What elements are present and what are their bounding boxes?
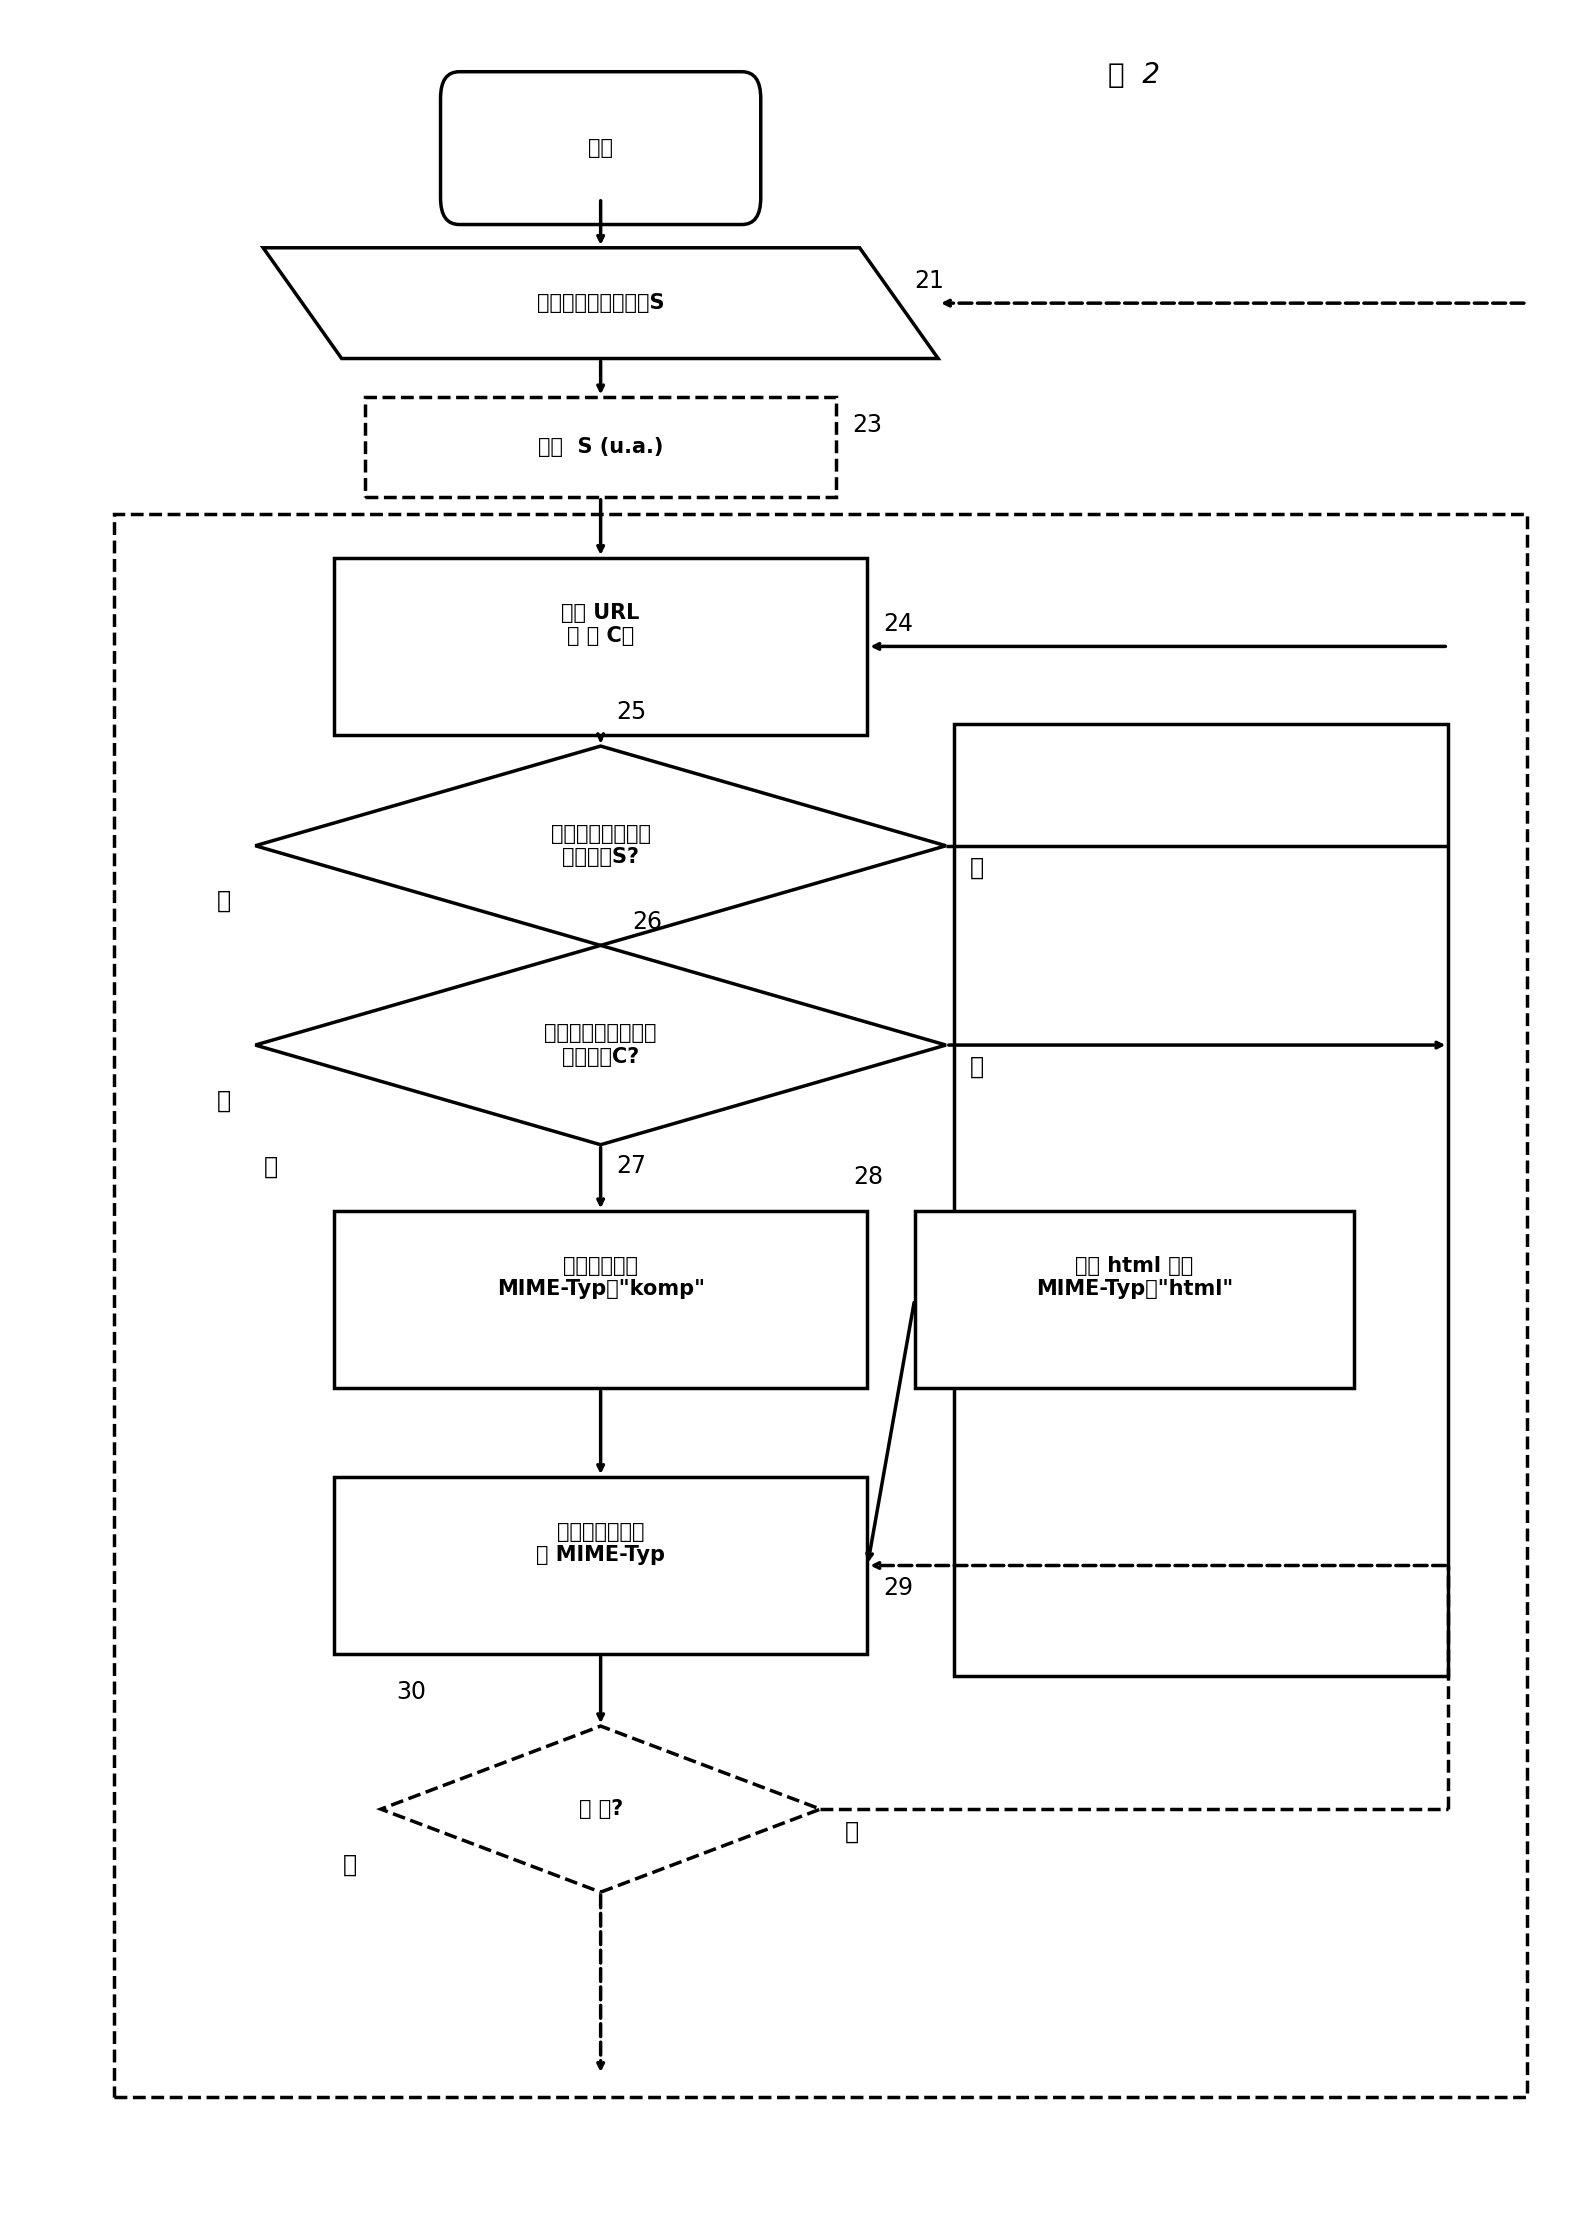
Text: 选择压缩数据
MIME-Typ＝"komp": 选择压缩数据 MIME-Typ＝"komp" — [497, 1256, 705, 1298]
Text: ＋: ＋ — [216, 889, 230, 914]
Text: 接收 URL
（ 和 C）: 接收 URL （ 和 C） — [562, 602, 639, 647]
Bar — [335, 1476, 868, 1654]
Text: ＋: ＋ — [216, 1089, 230, 1112]
Text: 是否接收到客户机的
压缩指令C?: 是否接收到客户机的 压缩指令C? — [544, 1023, 656, 1067]
Text: 结 束?: 结 束? — [579, 1798, 623, 1818]
Bar — [365, 398, 836, 498]
Bar — [335, 558, 868, 736]
Text: 传送  S (u.a.): 传送 S (u.a.) — [538, 438, 663, 458]
Text: 选择 html 数据
MIME-Typ＝"html": 选择 html 数据 MIME-Typ＝"html" — [1035, 1256, 1232, 1298]
Text: 30: 30 — [396, 1681, 426, 1703]
Bar — [335, 1212, 868, 1389]
FancyBboxPatch shape — [440, 71, 761, 225]
Text: 26: 26 — [633, 911, 663, 934]
Text: ＋: ＋ — [264, 1156, 278, 1178]
Text: ＋: ＋ — [342, 1852, 357, 1876]
Text: 29: 29 — [884, 1576, 914, 1601]
Polygon shape — [380, 1725, 821, 1892]
Text: －: － — [844, 1818, 858, 1843]
Text: 21: 21 — [915, 269, 945, 293]
Text: 23: 23 — [852, 413, 882, 438]
Bar — [114, 514, 1528, 2096]
Text: 开始: 开始 — [589, 138, 614, 158]
Polygon shape — [256, 747, 945, 945]
Polygon shape — [264, 247, 937, 358]
Polygon shape — [256, 945, 945, 1145]
Text: －: － — [970, 1056, 985, 1078]
Text: 是否设置了服务器
控制参数S?: 是否设置了服务器 控制参数S? — [551, 825, 650, 867]
Text: 25: 25 — [617, 700, 647, 725]
Bar — [953, 725, 1449, 1676]
Text: 图  2: 图 2 — [1108, 60, 1160, 89]
Bar — [915, 1212, 1354, 1389]
Text: －: － — [970, 856, 985, 880]
Text: 28: 28 — [854, 1165, 884, 1189]
Text: 27: 27 — [617, 1154, 647, 1178]
Text: 给定服务器控制参数S: 给定服务器控制参数S — [537, 293, 664, 313]
Text: 24: 24 — [884, 611, 914, 636]
Text: 传送选择的数据
和 MIME-Typ: 传送选择的数据 和 MIME-Typ — [537, 1523, 666, 1565]
